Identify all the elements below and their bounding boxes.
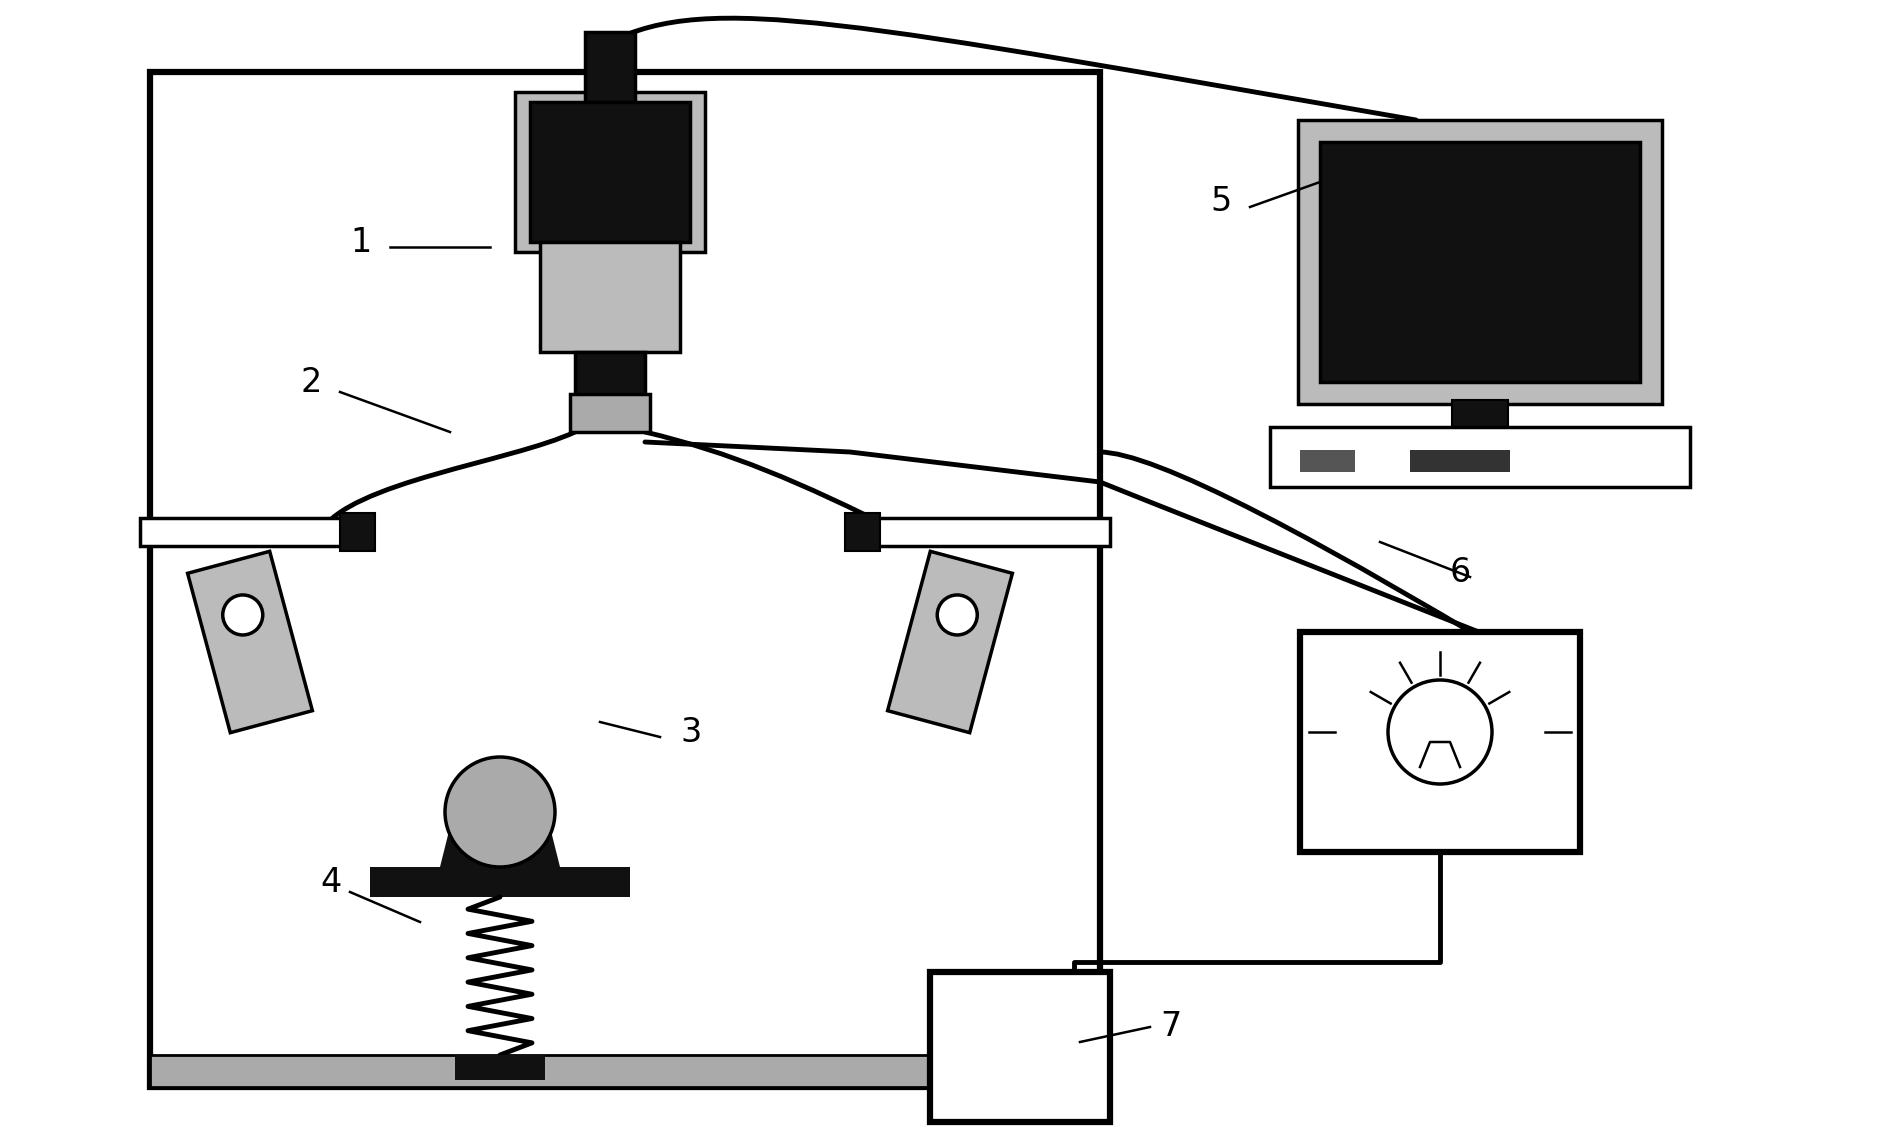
- Bar: [570, 394, 649, 432]
- Text: 6: 6: [1450, 556, 1471, 589]
- Bar: [1452, 400, 1509, 432]
- Polygon shape: [510, 807, 561, 867]
- Polygon shape: [440, 807, 491, 867]
- Bar: [1301, 632, 1580, 852]
- Circle shape: [223, 595, 262, 635]
- Circle shape: [936, 595, 978, 635]
- Bar: [515, 92, 704, 252]
- Bar: [149, 1055, 1101, 1087]
- Bar: [850, 518, 1110, 546]
- Bar: [140, 518, 370, 546]
- Polygon shape: [187, 551, 312, 732]
- Text: 7: 7: [1159, 1011, 1182, 1044]
- Text: 3: 3: [680, 715, 700, 748]
- Bar: [340, 513, 376, 551]
- Bar: [455, 1055, 546, 1080]
- Circle shape: [1388, 680, 1492, 784]
- Text: 1: 1: [349, 225, 372, 258]
- Bar: [540, 242, 680, 352]
- Text: 4: 4: [319, 866, 342, 899]
- Bar: [576, 352, 646, 397]
- Bar: [1320, 142, 1641, 381]
- Bar: [1410, 451, 1510, 472]
- Bar: [846, 513, 880, 551]
- Bar: [585, 32, 634, 102]
- Bar: [1271, 427, 1690, 487]
- Bar: [1299, 120, 1661, 404]
- Circle shape: [446, 757, 555, 867]
- Bar: [531, 102, 689, 242]
- Bar: [149, 72, 1101, 1087]
- Bar: [370, 867, 631, 897]
- Text: 5: 5: [1210, 186, 1231, 218]
- Polygon shape: [887, 551, 1012, 732]
- Bar: [1301, 451, 1356, 472]
- Text: 2: 2: [300, 366, 321, 398]
- Bar: [931, 972, 1110, 1122]
